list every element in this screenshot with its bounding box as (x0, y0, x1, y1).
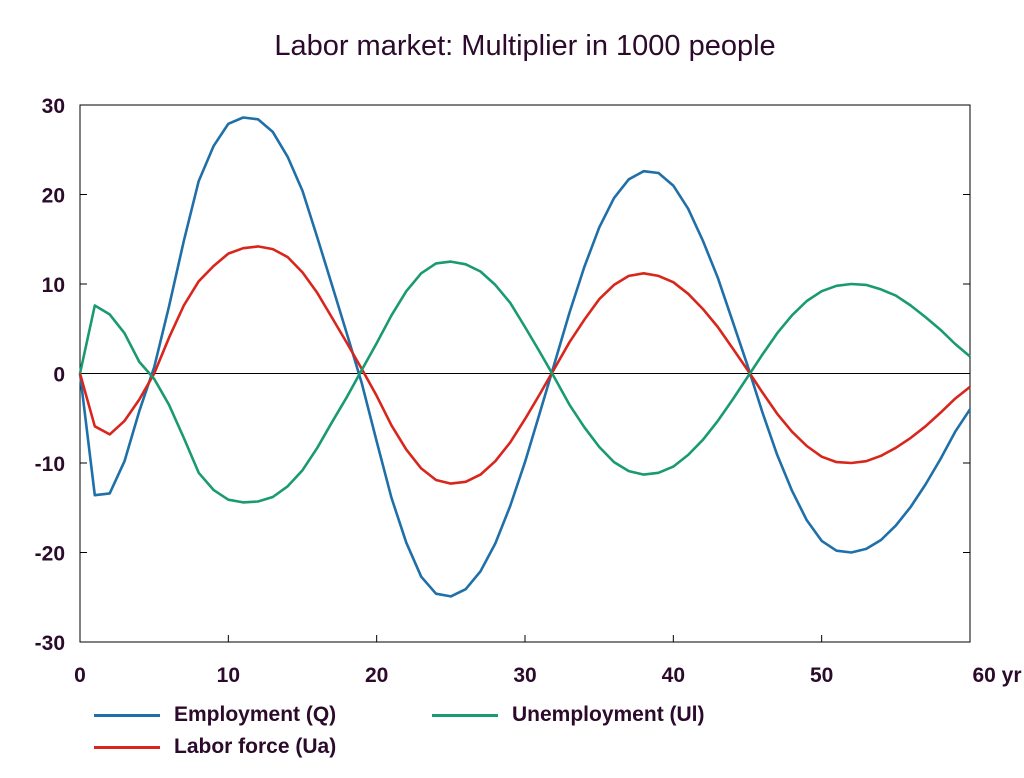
x-tick-label: 40 (662, 664, 685, 687)
y-tick-label: -10 (35, 453, 65, 476)
y-tick-label: 20 (42, 185, 65, 208)
axis-ticks (79, 104, 971, 643)
y-tick-label: -20 (35, 543, 65, 566)
chart-title: Labor market: Multiplier in 1000 people (274, 30, 776, 62)
series-layer (78, 116, 972, 598)
y-tick-label: -30 (35, 632, 65, 655)
series-line-3 (78, 260, 971, 504)
plot-frame (79, 104, 971, 643)
tick-labels: 30 20 10 0 -10 -20 -30 0 10 20 30 40 50 60 yr (35, 95, 1022, 687)
x-tick-label: 50 (810, 664, 833, 687)
y-tick-label: 30 (42, 95, 65, 118)
x-tick-label: 20 (365, 664, 388, 687)
series-line-2 (78, 245, 971, 485)
y-tick-label: 10 (42, 274, 65, 297)
x-tick-label: 60 yr (972, 664, 1021, 687)
series-line-1 (78, 116, 972, 598)
x-tick-label: 30 (513, 664, 536, 687)
x-tick-label: 10 (217, 664, 240, 687)
x-tick-label: 0 (74, 664, 86, 687)
y-tick-label: 0 (53, 364, 65, 387)
